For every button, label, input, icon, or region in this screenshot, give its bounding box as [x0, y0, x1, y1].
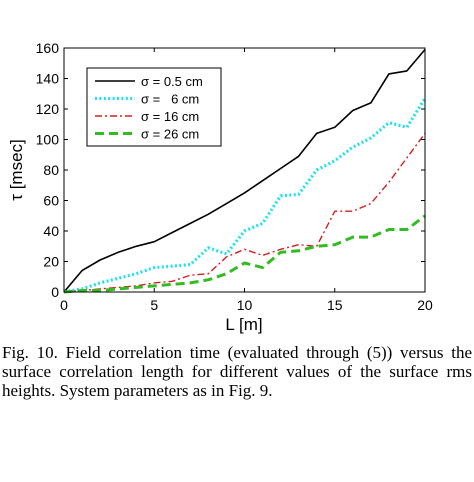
x-tick-label: 0	[60, 297, 68, 313]
y-tick-label: 20	[43, 254, 59, 270]
legend-label: σ = 26 cm	[141, 127, 199, 142]
figure-caption: Fig. 10. Field correlation time (evaluat…	[2, 343, 472, 400]
x-tick-label: 20	[417, 297, 433, 313]
legend-label: σ = 6 cm	[141, 92, 199, 107]
series-line-4	[63, 214, 426, 294]
legend-label: σ = 0.5 cm	[141, 74, 203, 89]
y-tick-label: 120	[36, 101, 60, 117]
x-axis-label: L [m]	[225, 315, 262, 334]
y-tick-label: 160	[36, 40, 60, 56]
y-axis-label: τ [msec]	[7, 139, 26, 201]
y-tick-label: 140	[36, 71, 60, 87]
y-tick-label: 60	[43, 193, 59, 209]
plot-area	[63, 48, 427, 294]
legend: σ = 0.5 cm σ = 6 cm σ = 16 cm σ = 26 cm	[86, 67, 222, 147]
series-line-3	[63, 132, 426, 293]
y-tick-label: 0	[51, 284, 59, 300]
series-line-1	[63, 48, 426, 293]
series-line-2	[63, 97, 427, 294]
y-tick-label: 80	[43, 162, 59, 178]
x-tick-label: 5	[150, 297, 158, 313]
y-tick-label: 40	[43, 223, 59, 239]
x-tick-label: 10	[237, 297, 253, 313]
y-tick-label: 100	[36, 132, 60, 148]
axis-ticks: 0 5 10 15 20 0 20 40 60 80 100 120 140 160	[36, 40, 433, 313]
legend-label: σ = 16 cm	[141, 109, 199, 124]
line-chart: 0 5 10 15 20 0 20 40 60 80 100 120 140 160 L [m] τ [m…	[7, 40, 433, 334]
x-tick-label: 15	[327, 297, 343, 313]
